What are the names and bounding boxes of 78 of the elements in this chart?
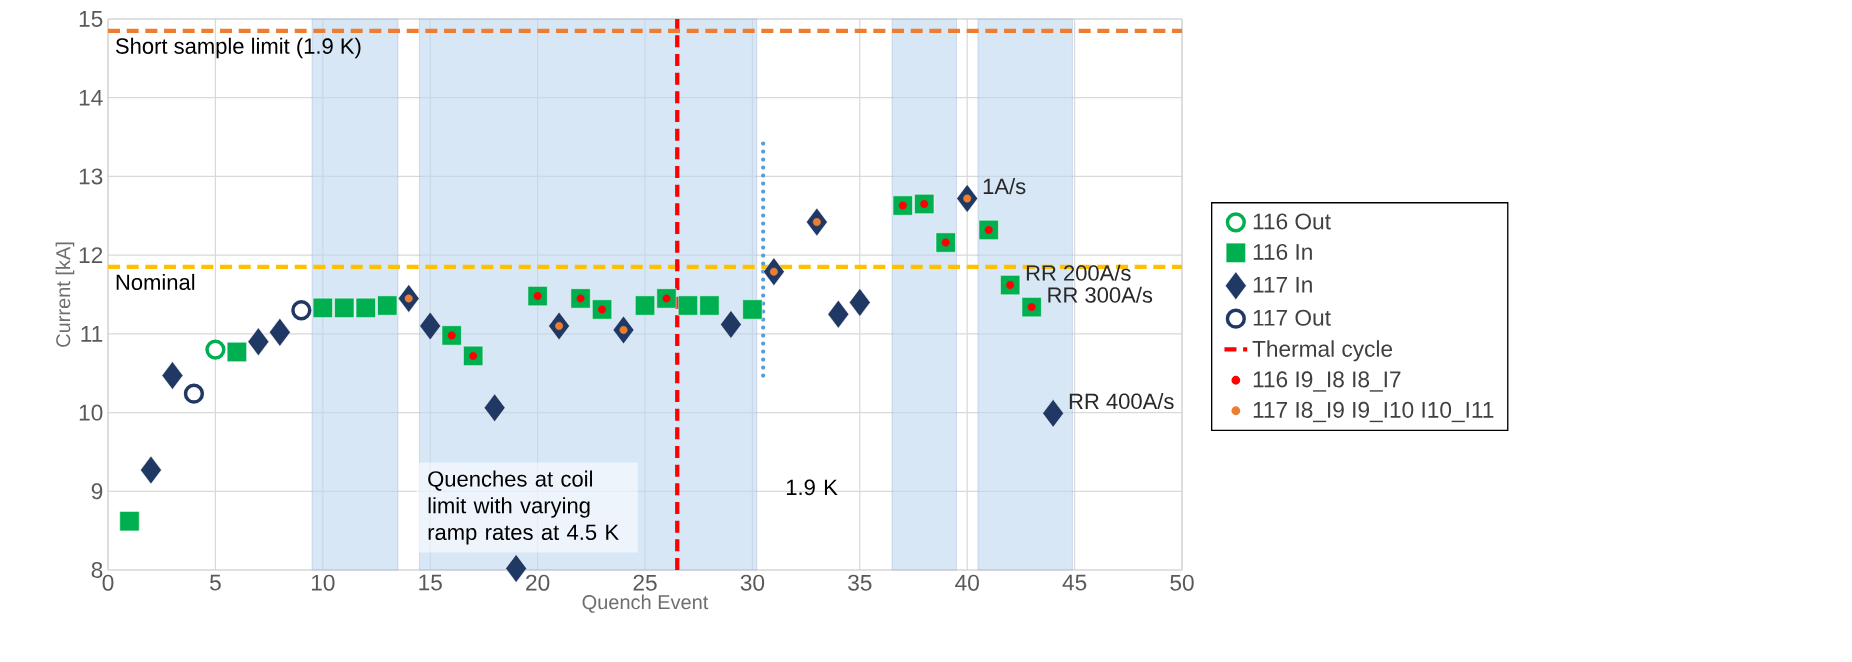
point — [555, 321, 564, 330]
y-axis-title: Current [kA] — [55, 242, 75, 347]
point — [404, 294, 413, 303]
point — [205, 339, 226, 360]
point — [812, 218, 821, 227]
point — [1042, 399, 1064, 428]
point — [483, 393, 506, 423]
point — [742, 299, 763, 320]
point — [662, 294, 671, 303]
y-tick-label: 12 — [79, 247, 103, 264]
point — [1027, 303, 1036, 312]
annotation: RR 200A/s — [1026, 264, 1131, 281]
legend-label: 117 Out — [1253, 309, 1331, 326]
point — [247, 327, 270, 356]
x-tick-label: 50 — [1170, 574, 1194, 591]
point — [769, 267, 778, 276]
x-tick-label: 20 — [526, 574, 550, 591]
legend-label: 116 I9_I8 I8_I7 — [1253, 371, 1401, 392]
annotation: 1.9 K — [786, 479, 838, 496]
x-tick-label: 30 — [740, 574, 765, 591]
point — [334, 297, 355, 318]
legend-label: 117 I8_I9 I9_I10 I10_I11 — [1253, 401, 1494, 423]
point — [377, 295, 398, 316]
x-tick-label: 35 — [848, 574, 872, 591]
point — [963, 194, 972, 203]
annotation: RR 400A/s — [1069, 392, 1174, 410]
x-tick-label: 40 — [955, 574, 979, 591]
legend-label: 116 Out — [1253, 213, 1331, 230]
x-tick-label: 5 — [210, 574, 221, 591]
annotation: Quenches at coil limit with varying ramp rates at 4.5 K — [428, 470, 619, 545]
point — [635, 295, 656, 316]
point — [598, 305, 607, 314]
legend-label: 116 In — [1253, 243, 1312, 260]
ref-line-label: Short sample limit (1.9 K) — [115, 37, 361, 59]
x-tick-label: 10 — [311, 574, 335, 591]
point — [269, 318, 291, 347]
ref-line-label: Nominal — [116, 273, 195, 291]
point — [226, 341, 247, 362]
annotation: RR 300A/s — [1048, 286, 1153, 303]
point — [119, 511, 140, 532]
point — [447, 331, 456, 340]
point — [920, 199, 929, 208]
x-tick-label: 0 — [102, 574, 114, 591]
point — [576, 294, 585, 303]
point — [984, 225, 993, 234]
x-tick-label: 25 — [633, 574, 657, 591]
point — [677, 295, 698, 316]
point — [619, 325, 628, 334]
point — [469, 351, 478, 360]
point — [419, 311, 441, 341]
point — [941, 238, 950, 247]
annotation: 1A/s — [983, 178, 1026, 195]
point — [827, 299, 850, 329]
legend-label: Thermal cycle — [1252, 340, 1393, 362]
point — [355, 297, 376, 318]
y-tick-label: 9 — [91, 483, 103, 500]
x-axis-title: Quench Event — [582, 594, 709, 613]
y-tick-label: 11 — [81, 326, 103, 342]
point — [161, 361, 184, 390]
y-tick-label: 10 — [79, 404, 103, 421]
point — [291, 300, 312, 321]
y-tick-label: 14 — [79, 89, 103, 106]
point — [1006, 281, 1015, 290]
x-tick-label: 45 — [1062, 574, 1087, 591]
y-tick-label: 15 — [79, 11, 103, 27]
point — [140, 455, 162, 485]
x-tick-label: 15 — [419, 574, 442, 591]
point — [533, 292, 542, 301]
y-tick-label: 8 — [91, 561, 103, 579]
point — [183, 383, 205, 404]
point — [505, 554, 527, 583]
point — [312, 297, 333, 318]
point — [849, 288, 871, 317]
point — [720, 310, 742, 339]
y-tick-label: 13 — [79, 168, 103, 185]
point — [699, 295, 720, 316]
point — [898, 201, 907, 210]
legend-label: 117 In — [1253, 276, 1312, 293]
